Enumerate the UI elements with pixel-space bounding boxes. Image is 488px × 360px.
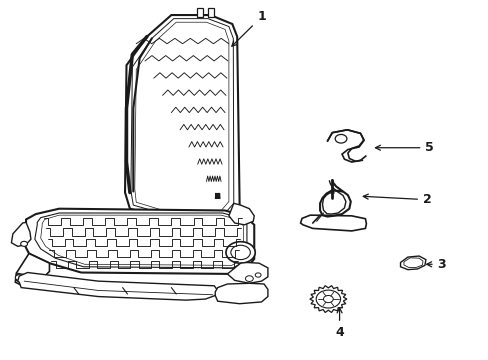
Circle shape <box>245 276 253 282</box>
Polygon shape <box>18 273 217 300</box>
Polygon shape <box>309 285 346 312</box>
Polygon shape <box>208 8 214 17</box>
Circle shape <box>15 275 23 280</box>
Polygon shape <box>22 209 254 274</box>
Polygon shape <box>16 273 30 283</box>
Polygon shape <box>11 222 31 246</box>
Polygon shape <box>400 256 425 270</box>
Text: 2: 2 <box>363 193 431 206</box>
Circle shape <box>20 241 27 246</box>
Polygon shape <box>228 203 254 225</box>
Polygon shape <box>215 283 267 304</box>
Text: 1: 1 <box>231 10 265 46</box>
Circle shape <box>323 296 332 303</box>
Polygon shape <box>125 15 239 223</box>
Polygon shape <box>300 215 366 231</box>
Circle shape <box>225 242 255 263</box>
Text: 5: 5 <box>375 141 433 154</box>
Circle shape <box>334 134 346 143</box>
Polygon shape <box>227 262 267 283</box>
Text: 4: 4 <box>334 308 343 339</box>
Text: 3: 3 <box>426 258 446 271</box>
Circle shape <box>230 245 250 260</box>
Polygon shape <box>196 8 202 17</box>
Polygon shape <box>15 253 49 286</box>
Polygon shape <box>327 130 366 162</box>
Circle shape <box>255 273 261 277</box>
Circle shape <box>316 290 340 308</box>
